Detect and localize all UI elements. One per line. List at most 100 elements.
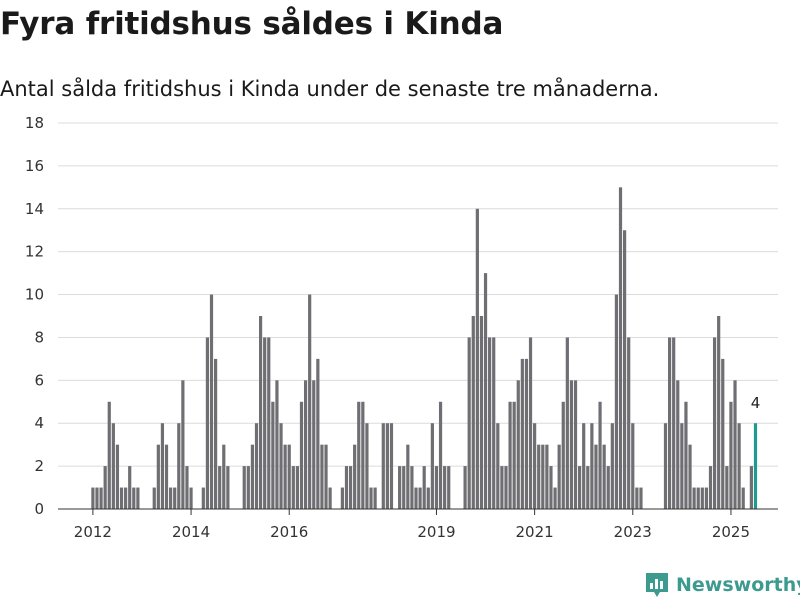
bar xyxy=(708,466,713,509)
chart-subtitle: Antal sålda fritidshus i Kinda under de … xyxy=(0,77,660,101)
bar xyxy=(524,358,529,509)
bar xyxy=(447,466,451,509)
bar xyxy=(226,466,230,509)
bar xyxy=(267,337,271,509)
bar xyxy=(340,487,344,509)
y-tick-label: 14 xyxy=(25,200,44,218)
bar xyxy=(111,423,115,509)
bar xyxy=(549,466,553,509)
bar xyxy=(414,487,418,509)
bar xyxy=(422,466,426,509)
bar xyxy=(606,466,610,509)
bar xyxy=(667,337,672,509)
x-tick-label: 2012 xyxy=(74,523,112,541)
bar xyxy=(381,423,385,509)
bar xyxy=(283,444,287,509)
x-tick-label: 2021 xyxy=(516,523,554,541)
bar xyxy=(663,423,668,509)
bar xyxy=(582,423,586,509)
bar xyxy=(561,401,565,509)
bar xyxy=(369,487,373,509)
bar xyxy=(520,358,524,509)
bar xyxy=(631,423,635,509)
x-tick-label: 2016 xyxy=(270,523,308,541)
bar xyxy=(164,444,169,509)
bar xyxy=(328,487,332,509)
bar xyxy=(492,337,496,509)
bar xyxy=(496,423,500,509)
bar xyxy=(635,487,639,509)
bar xyxy=(733,380,737,509)
newsworthy-logo[interactable]: Newsworthy xyxy=(644,570,800,600)
bar xyxy=(295,466,299,509)
x-tick-label: 2023 xyxy=(614,523,652,541)
bar xyxy=(614,294,619,509)
x-tick-label: 2019 xyxy=(417,523,455,541)
bar xyxy=(488,337,492,509)
bar xyxy=(124,487,128,509)
bar xyxy=(205,337,210,509)
bar xyxy=(107,401,111,509)
data-label: 4 xyxy=(751,394,761,412)
bar xyxy=(557,444,561,509)
bar xyxy=(254,423,259,509)
bar xyxy=(741,487,745,509)
bar xyxy=(749,466,753,509)
bar xyxy=(160,423,165,509)
bar xyxy=(565,337,569,509)
bar xyxy=(590,423,594,509)
y-tick-label: 12 xyxy=(25,243,44,261)
bar xyxy=(545,444,549,509)
bar xyxy=(700,487,704,509)
bar xyxy=(242,466,246,509)
y-tick-label: 10 xyxy=(25,286,44,304)
bar xyxy=(610,423,614,509)
bar xyxy=(463,466,467,509)
bar xyxy=(344,466,349,509)
bar xyxy=(303,380,308,509)
bar xyxy=(201,487,205,509)
bar xyxy=(279,423,283,509)
y-tick-label: 6 xyxy=(34,371,44,389)
bar xyxy=(725,466,729,509)
bar xyxy=(320,444,324,509)
bar xyxy=(348,466,353,509)
x-tick-label: 2025 xyxy=(712,523,750,541)
bar xyxy=(443,466,447,509)
bar xyxy=(365,423,369,509)
bar xyxy=(275,380,279,509)
bar xyxy=(136,487,140,509)
bar xyxy=(729,401,733,509)
y-tick-label: 4 xyxy=(34,414,44,432)
bar xyxy=(537,444,541,509)
bar xyxy=(152,487,156,509)
bar xyxy=(594,444,598,509)
bar xyxy=(222,444,226,509)
bar xyxy=(91,487,95,509)
bars xyxy=(91,187,758,510)
bar xyxy=(406,444,410,509)
bar xyxy=(287,444,291,509)
bar xyxy=(177,423,181,509)
bar xyxy=(263,337,267,509)
bar xyxy=(623,230,627,509)
bar xyxy=(181,380,185,509)
bar xyxy=(704,487,708,509)
bar xyxy=(246,466,250,509)
bar xyxy=(528,337,533,509)
bar xyxy=(672,337,676,509)
bar xyxy=(438,401,443,509)
y-tick-label: 0 xyxy=(34,500,44,518)
bar xyxy=(353,444,357,509)
bar xyxy=(398,466,402,509)
bar xyxy=(99,487,103,509)
bar xyxy=(553,487,557,509)
bar xyxy=(418,487,422,509)
bar xyxy=(402,466,406,509)
bar xyxy=(504,466,508,509)
bar xyxy=(483,273,488,509)
bar xyxy=(602,444,606,509)
bar xyxy=(185,466,189,509)
bar xyxy=(471,316,475,509)
bar xyxy=(271,401,275,509)
